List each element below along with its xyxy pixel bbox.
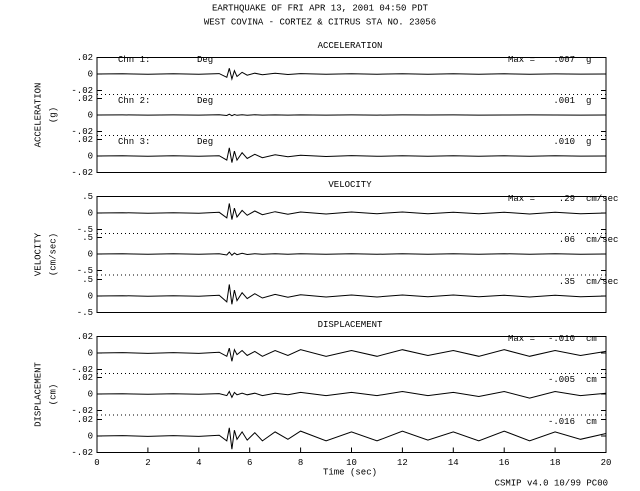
max-value: -.016 <box>548 417 575 427</box>
y-tick-label: 0 <box>88 151 93 161</box>
max-unit: cm/sec <box>586 194 618 204</box>
x-tick-label: 12 <box>397 458 408 468</box>
max-value: -.010 <box>548 334 575 344</box>
y-tick-label: 0 <box>88 69 93 79</box>
y-tick-label: .5 <box>82 233 93 243</box>
x-tick-label: 2 <box>145 458 150 468</box>
max-unit: cm <box>586 417 597 427</box>
trace <box>96 284 607 305</box>
trace <box>96 203 607 220</box>
y-tick-label: .5 <box>82 192 93 202</box>
max-value: .001 <box>553 96 575 106</box>
y-tick-label: 0 <box>88 249 93 259</box>
y-tick-label: 0 <box>88 348 93 358</box>
y-tick-label: -.02 <box>71 365 93 375</box>
y-tick-label: 0 <box>88 208 93 218</box>
x-tick-label: 20 <box>601 458 612 468</box>
y-tick-label: 0 <box>88 110 93 120</box>
y-tick-label: -.5 <box>77 308 93 318</box>
max-value: -.005 <box>548 375 575 385</box>
max-unit: g <box>586 55 591 65</box>
y-axis-label: DISPLACEMENT <box>33 361 43 426</box>
y-tick-label: .5 <box>82 275 93 285</box>
max-value: .010 <box>553 137 575 147</box>
max-value: .007 <box>553 55 575 65</box>
x-tick-label: 8 <box>298 458 303 468</box>
x-tick-label: 16 <box>499 458 510 468</box>
y-tick-label: 0 <box>88 389 93 399</box>
y-tick-label: -.02 <box>71 127 93 137</box>
trace <box>96 427 607 450</box>
channel-name: Chn 1: <box>118 55 150 65</box>
max-unit: cm <box>586 375 597 385</box>
y-axis-unit: (cm) <box>48 384 58 406</box>
channel-name: Chn 2: <box>118 96 150 106</box>
y-tick-label: .02 <box>77 373 93 383</box>
max-prefix: Max = <box>508 194 535 204</box>
trace <box>96 68 607 81</box>
channel-direction: Deg <box>197 96 213 106</box>
max-prefix: Max = <box>508 334 535 344</box>
y-tick-label: -.5 <box>77 225 93 235</box>
y-tick-label: .02 <box>77 332 93 342</box>
y-tick-label: -.02 <box>71 406 93 416</box>
trace <box>96 347 607 362</box>
y-axis-label: ACCELERATION <box>33 83 43 148</box>
x-tick-label: 18 <box>550 458 561 468</box>
y-tick-label: 0 <box>88 431 93 441</box>
trace <box>96 390 607 399</box>
max-prefix: Max = <box>508 55 535 65</box>
channel-name: Chn 3: <box>118 137 150 147</box>
y-tick-label: -.02 <box>71 86 93 96</box>
channel-direction: Deg <box>197 137 213 147</box>
subtitle: WEST COVINA - CORTEZ & CITRUS STA NO. 23… <box>204 17 436 27</box>
x-axis-label: Time (sec) <box>323 467 377 477</box>
x-tick-label: 6 <box>247 458 252 468</box>
title: EARTHQUAKE OF FRI APR 13, 2001 04:50 PDT <box>212 3 429 13</box>
panel-title: DISPLACEMENT <box>318 320 383 330</box>
panel-title: ACCELERATION <box>318 41 383 51</box>
y-axis-label: VELOCITY <box>33 232 43 276</box>
trace <box>96 113 607 117</box>
footer: CSMIP v4.0 10/99 PC00 <box>495 478 608 488</box>
y-tick-label: .02 <box>77 53 93 63</box>
x-tick-label: 4 <box>196 458 201 468</box>
max-value: .06 <box>559 235 575 245</box>
y-tick-label: 0 <box>88 291 93 301</box>
y-tick-label: -.5 <box>77 266 93 276</box>
max-unit: g <box>586 96 591 106</box>
max-value: .29 <box>559 194 575 204</box>
trace <box>96 147 607 163</box>
max-unit: cm/sec <box>586 277 618 287</box>
panel-title: VELOCITY <box>328 180 372 190</box>
y-tick-label: .02 <box>77 135 93 145</box>
y-axis-unit: (g) <box>48 107 58 123</box>
y-tick-label: .02 <box>77 94 93 104</box>
y-tick-label: .02 <box>77 415 93 425</box>
max-unit: cm/sec <box>586 235 618 245</box>
max-value: .35 <box>559 277 575 287</box>
x-tick-label: 0 <box>94 458 99 468</box>
y-tick-label: -.02 <box>71 448 93 458</box>
max-unit: cm <box>586 334 597 344</box>
y-axis-unit: (cm/sec) <box>48 233 58 276</box>
frame <box>96 336 607 453</box>
trace <box>96 251 607 257</box>
x-tick-label: 10 <box>346 458 357 468</box>
y-tick-label: -.02 <box>71 168 93 178</box>
max-unit: g <box>586 137 591 147</box>
channel-direction: Deg <box>197 55 213 65</box>
x-tick-label: 14 <box>448 458 459 468</box>
